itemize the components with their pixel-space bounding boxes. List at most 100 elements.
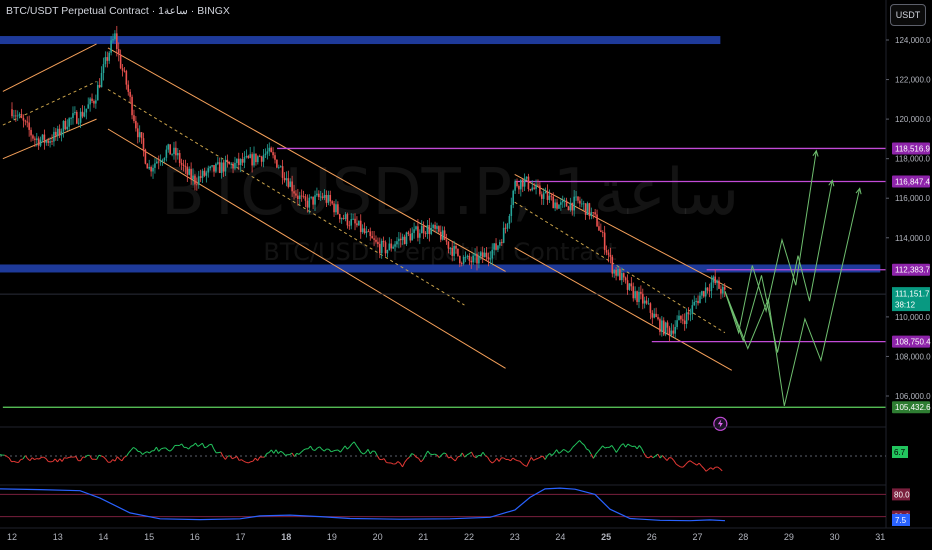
candle-body: [672, 330, 675, 334]
candle-body: [26, 121, 29, 123]
candle-body: [453, 245, 455, 256]
rsi-segment: [114, 456, 118, 462]
supply-zone-top: [0, 36, 721, 45]
projection-arrowhead-1: [812, 149, 819, 157]
candle-body: [590, 212, 593, 217]
candle-body: [350, 219, 353, 226]
rsi-segment: [319, 446, 323, 450]
rsi-segment: [144, 451, 148, 454]
candle-body: [319, 196, 322, 198]
candle-body: [640, 291, 642, 294]
candle-body: [165, 149, 168, 158]
x-tick-label: 19: [327, 532, 337, 542]
rsi-segment: [130, 447, 134, 451]
candle-body: [468, 255, 471, 261]
support-2-badge-text: 105,432.6: [895, 403, 931, 412]
rising-channel-mid: [2, 81, 97, 126]
rsi-segment: [512, 457, 516, 461]
support-2-badge-bg: [892, 401, 930, 414]
rsi-segment: [703, 468, 707, 472]
rsi-segment: [307, 445, 311, 450]
rsi-segment: [482, 451, 486, 456]
candle-body: [188, 169, 191, 175]
rsi-segment: [464, 454, 468, 458]
rsi-segment: [337, 449, 341, 453]
candle-body: [586, 203, 589, 215]
x-tick-label: 13: [53, 532, 63, 542]
rsi-segment: [54, 458, 58, 463]
rsi-segment: [408, 453, 413, 458]
rsi-segment: [314, 447, 318, 451]
candle-body: [123, 70, 126, 72]
candle-body: [466, 255, 469, 258]
candle-body: [203, 170, 206, 176]
candle-body: [217, 162, 219, 164]
projection-arrowhead-2: [828, 179, 835, 187]
candle-body: [411, 232, 413, 241]
rsi-segment: [569, 446, 574, 451]
candle-body: [194, 175, 196, 185]
candle-body: [171, 153, 173, 155]
candle-body: [150, 166, 152, 172]
candle-body: [64, 120, 67, 130]
chart-title: BTC/USDT Perpetual Contract · 1ساعة · BI…: [6, 5, 230, 17]
candle-body: [419, 233, 421, 238]
rsi-segment: [317, 446, 320, 449]
candle-body: [552, 196, 555, 209]
rsi-segment: [429, 453, 433, 456]
rsi-segment: [331, 450, 334, 453]
lightning-bolt: [717, 419, 723, 429]
rsi-segment: [485, 455, 488, 458]
candle-body: [363, 228, 366, 234]
candle-body: [255, 153, 257, 163]
candle-body: [514, 181, 516, 191]
candle-body: [560, 202, 562, 205]
rsi-segment: [590, 453, 594, 459]
rsi-segment: [374, 451, 378, 456]
candle-body: [687, 312, 690, 315]
rsi-segment: [622, 443, 627, 448]
candle-body: [239, 159, 242, 166]
rsi-segment: [310, 445, 314, 451]
rsi-segment: [678, 465, 682, 468]
rsi-segment: [717, 466, 721, 470]
rsi-segment: [52, 458, 56, 462]
candle-body: [483, 252, 486, 258]
candle-body: [601, 232, 604, 233]
candle-body: [459, 255, 461, 264]
candle-body: [430, 227, 433, 234]
rsi-segment: [480, 451, 484, 456]
rsi-value-text: 6.7: [894, 448, 906, 457]
rsi-segment: [710, 467, 714, 470]
currency-button[interactable]: USDT: [890, 4, 926, 26]
rsi-segment: [530, 457, 535, 461]
rsi-segment: [698, 462, 702, 467]
rsi-segment: [496, 458, 500, 462]
candle-body: [609, 254, 612, 257]
rsi-segment: [245, 461, 249, 464]
rsi-segment: [360, 452, 364, 455]
rsi-segment: [190, 445, 194, 447]
candle-body: [645, 300, 648, 304]
candle-body: [613, 269, 615, 274]
candle-body: [577, 196, 579, 201]
candle-body: [666, 322, 669, 328]
candle-body: [258, 156, 261, 158]
rsi-segment: [321, 448, 325, 452]
candle-body: [176, 153, 179, 156]
stoch-line: [0, 487, 726, 522]
candle-body: [169, 144, 171, 155]
rsi-segment: [586, 448, 590, 451]
candle-body: [15, 115, 17, 117]
candle-body: [500, 242, 503, 243]
y-tick-label: 122,000.0: [895, 76, 931, 85]
candle-body: [529, 189, 532, 191]
candle-body: [245, 155, 248, 158]
candle-body: [161, 160, 164, 162]
candle-body: [460, 263, 463, 265]
rsi-segment: [135, 448, 139, 452]
rsi-segment: [487, 456, 491, 462]
rsi-segment: [416, 456, 419, 459]
rsi-segment: [436, 454, 440, 458]
